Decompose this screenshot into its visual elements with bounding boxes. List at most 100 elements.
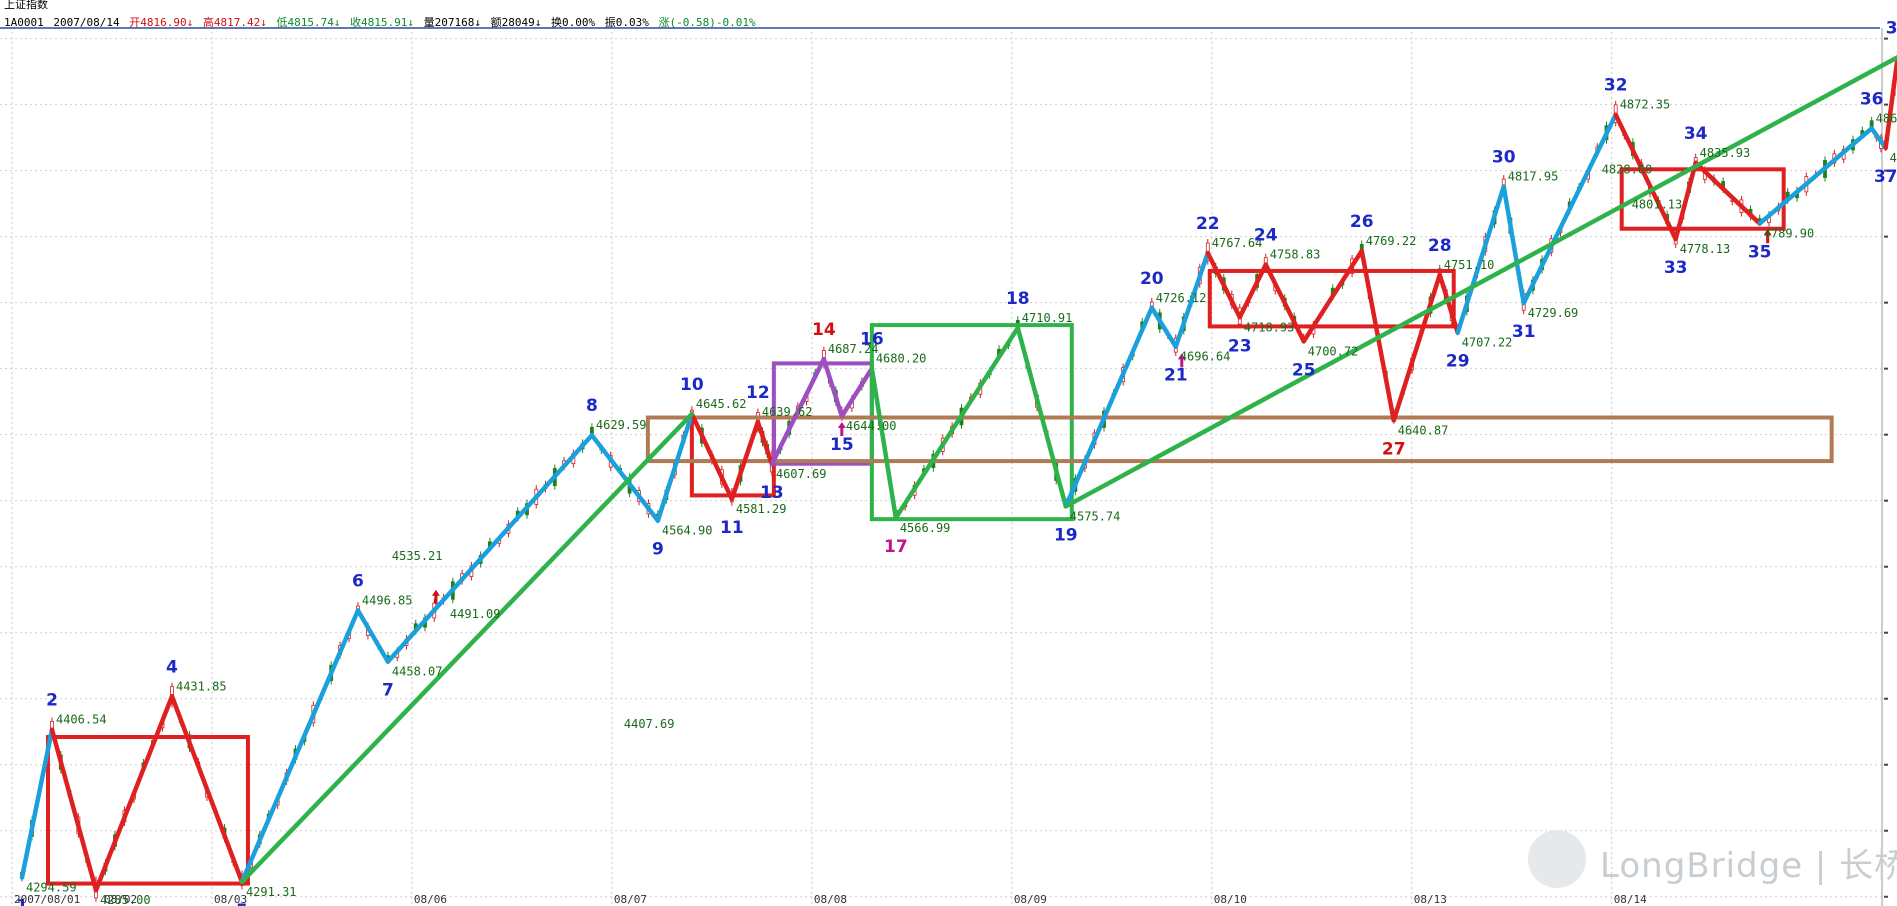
pivot-number-label: 29 (1446, 352, 1470, 372)
grid (0, 32, 1888, 906)
pivot-number-label: 6 (352, 571, 364, 591)
price-label: 4801.13 (1632, 198, 1683, 212)
pivot-number-label: 4 (166, 657, 178, 677)
price-label: 4535.21 (392, 549, 443, 563)
pivot-price-label: 4769.22 (1366, 234, 1417, 248)
wave-segment (769, 356, 827, 467)
price-axis-tick (1884, 103, 1888, 106)
pivot-number-label: 5 (236, 901, 248, 906)
consolidation-boxes (45, 167, 1834, 886)
wave-segment (869, 366, 899, 521)
pivot-number-label: 33 (1664, 258, 1688, 278)
price-axis-tick (1884, 169, 1888, 172)
price-axis-tick (1884, 697, 1888, 700)
amplitude-value: 振0.03% (604, 16, 649, 29)
pivot-price-label: 4751.10 (1444, 258, 1495, 272)
up-arrow-icon (837, 422, 846, 437)
pivot-price-label: 4872.35 (1620, 98, 1671, 112)
wave-segment (1869, 126, 1888, 151)
wave-segment (1173, 250, 1211, 349)
price-label: 4491.09 (450, 607, 501, 621)
pivot-number-label: 9 (652, 540, 664, 560)
pivot-labels: 1234567891011121314151617181920212223242… (16, 18, 1897, 906)
x-tick-label: 08/02 (104, 893, 137, 906)
x-tick-label: 08/10 (1214, 893, 1247, 906)
pivot-price-label: 4496.85 (362, 593, 413, 607)
pivot-number-label: 1 (16, 896, 28, 906)
wave-segment (1883, 55, 1897, 151)
pivot-price-label: 4710.91 (1022, 311, 1073, 325)
price-axis-tick (1884, 433, 1888, 436)
price-axis-tick (1884, 763, 1888, 766)
wave-segment (1501, 184, 1526, 306)
pivot-number-label: 37 (1874, 167, 1897, 187)
pivot-price-label: 4285.00 (100, 893, 151, 906)
pivot-price-label: 4566.99 (900, 521, 951, 535)
pivot-price-label: 4575.74 (1070, 509, 1121, 523)
watermark: LongBridge | 长桥 (1600, 846, 1897, 886)
pivot-number-label: 24 (1254, 226, 1278, 246)
pivot-price-label: 4607.69 (776, 467, 827, 481)
pivot-number-label: 10 (680, 375, 704, 395)
pivot-price-label: 4835.93 (1700, 146, 1751, 160)
wave-segment (169, 694, 245, 885)
wave-segment (821, 356, 845, 419)
pivot-number-label: 25 (1292, 360, 1316, 380)
x-tick-label: 2007/08/01 (14, 893, 80, 906)
pivot-price-label: 4707.22 (1462, 336, 1513, 350)
pivot-price-label: 4458.07 (392, 665, 443, 679)
pivot-number-label: 2 (46, 691, 58, 711)
price-axis-tick (1884, 499, 1888, 502)
wave-segment (839, 366, 875, 419)
candles (20, 79, 1896, 902)
pivot-number-label: 28 (1428, 236, 1452, 256)
pivot-number-label: 30 (1492, 148, 1516, 168)
watermark-logo-icon (1528, 830, 1586, 888)
volume-value: 量207168↓ (423, 16, 482, 29)
amount-value: 额28049↓ (490, 16, 542, 29)
pivot-number-label: 38 (1886, 18, 1897, 38)
wave-segment (1263, 262, 1307, 344)
pivot-price-label: 4581.29 (736, 502, 787, 516)
pivot-number-label: 27 (1382, 439, 1406, 459)
consolidation-box (869, 323, 1074, 522)
pivot-price-label: 4817.95 (1508, 170, 1559, 184)
wave-segment (1613, 112, 1678, 242)
pivot-price-label: 4291.31 (246, 885, 297, 899)
pivot-number-label: 34 (1684, 124, 1708, 144)
price-axis-tick (1884, 367, 1888, 370)
wave-segment (1149, 305, 1179, 349)
wave-segment (689, 411, 735, 502)
pivot-number-label: 12 (746, 383, 770, 403)
wave-segment (1301, 248, 1364, 344)
change-value: 涨(-0.58)-0.01% (658, 16, 756, 29)
price-label: 4828.00 (1602, 162, 1653, 176)
pivot-number-label: 31 (1512, 322, 1536, 342)
pivot-number-label: 11 (720, 518, 744, 538)
pivot-price-label: 4696.64 (1180, 350, 1231, 364)
wave-segment (355, 608, 391, 664)
open-value: 开4816.90↓ (129, 16, 194, 29)
pivot-number-label: 8 (586, 396, 598, 416)
pivot-price-label: 4847.19 (1890, 151, 1897, 165)
wave-segments (19, 55, 1897, 893)
price-labels: 4294.59 4406.54 4285.00 4431.85 4291.31 4496.… (26, 98, 1897, 906)
pivot-price-label: 4758.83 (1270, 248, 1321, 262)
pivot-number-label: 19 (1054, 525, 1078, 545)
pivot-price-label: 4564.90 (662, 524, 713, 538)
wave-segment (1063, 55, 1897, 509)
wave-segment (1063, 305, 1155, 509)
wave-segment (1015, 325, 1069, 509)
index-code: 1A0001 (4, 16, 44, 29)
pivot-number-label: 23 (1228, 336, 1252, 356)
pivot-number-label: 36 (1860, 89, 1884, 109)
pivot-number-label: 16 (860, 329, 884, 349)
up-arrow-icon (1177, 353, 1186, 368)
pivot-number-label: 18 (1006, 289, 1030, 309)
wave-segment (589, 432, 661, 523)
x-tick-labels: 2007/08/01 08/02 08/03 08/06 08/07 08/08 08/09… (14, 893, 1647, 906)
price-axis-tick (1884, 37, 1888, 40)
wave-segment (729, 419, 761, 502)
pivot-number-label: 15 (830, 435, 854, 455)
